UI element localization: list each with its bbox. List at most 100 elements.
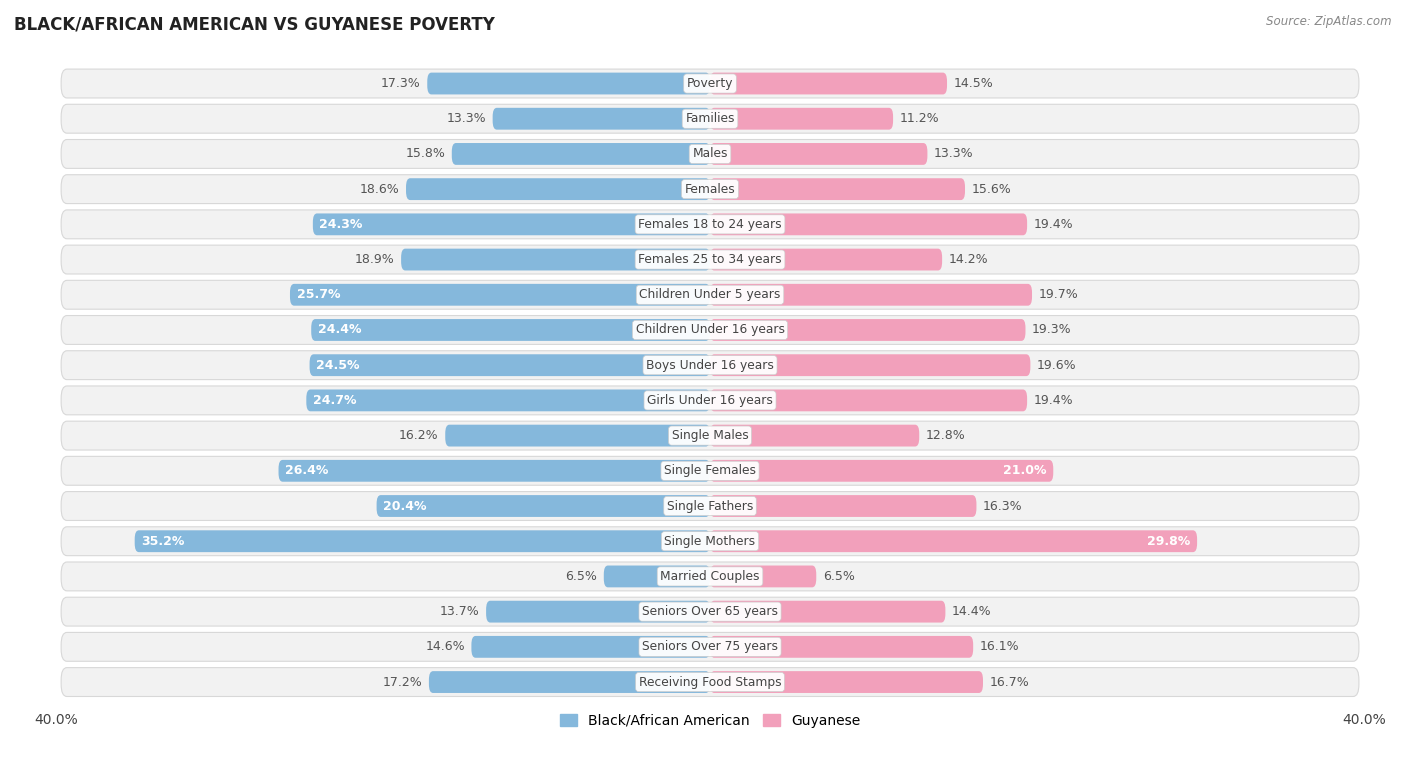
FancyBboxPatch shape bbox=[710, 108, 893, 130]
FancyBboxPatch shape bbox=[307, 390, 710, 412]
Text: 16.7%: 16.7% bbox=[990, 675, 1029, 688]
Text: 14.6%: 14.6% bbox=[425, 641, 465, 653]
Text: 14.2%: 14.2% bbox=[949, 253, 988, 266]
FancyBboxPatch shape bbox=[710, 319, 1025, 341]
FancyBboxPatch shape bbox=[710, 565, 817, 587]
FancyBboxPatch shape bbox=[710, 73, 948, 95]
FancyBboxPatch shape bbox=[60, 632, 1360, 661]
Text: 21.0%: 21.0% bbox=[1004, 465, 1046, 478]
Text: 25.7%: 25.7% bbox=[297, 288, 340, 301]
FancyBboxPatch shape bbox=[60, 245, 1360, 274]
Text: 12.8%: 12.8% bbox=[925, 429, 966, 442]
FancyBboxPatch shape bbox=[710, 636, 973, 658]
Text: Single Females: Single Females bbox=[664, 465, 756, 478]
FancyBboxPatch shape bbox=[427, 73, 710, 95]
FancyBboxPatch shape bbox=[710, 460, 1053, 482]
Text: Girls Under 16 years: Girls Under 16 years bbox=[647, 394, 773, 407]
FancyBboxPatch shape bbox=[710, 495, 976, 517]
FancyBboxPatch shape bbox=[60, 351, 1360, 380]
FancyBboxPatch shape bbox=[710, 354, 1031, 376]
Text: 16.1%: 16.1% bbox=[980, 641, 1019, 653]
FancyBboxPatch shape bbox=[710, 531, 1197, 552]
FancyBboxPatch shape bbox=[135, 531, 710, 552]
Text: 15.6%: 15.6% bbox=[972, 183, 1011, 196]
Text: 19.4%: 19.4% bbox=[1033, 218, 1073, 231]
FancyBboxPatch shape bbox=[314, 214, 710, 235]
FancyBboxPatch shape bbox=[710, 249, 942, 271]
FancyBboxPatch shape bbox=[311, 319, 710, 341]
Text: 35.2%: 35.2% bbox=[141, 534, 184, 548]
FancyBboxPatch shape bbox=[710, 143, 928, 164]
Text: Single Fathers: Single Fathers bbox=[666, 500, 754, 512]
FancyBboxPatch shape bbox=[710, 424, 920, 446]
FancyBboxPatch shape bbox=[486, 601, 710, 622]
Text: 19.4%: 19.4% bbox=[1033, 394, 1073, 407]
FancyBboxPatch shape bbox=[710, 178, 965, 200]
FancyBboxPatch shape bbox=[710, 283, 1032, 305]
FancyBboxPatch shape bbox=[60, 386, 1360, 415]
FancyBboxPatch shape bbox=[60, 280, 1360, 309]
Text: 26.4%: 26.4% bbox=[285, 465, 329, 478]
Text: 13.3%: 13.3% bbox=[447, 112, 486, 125]
Text: 19.6%: 19.6% bbox=[1038, 359, 1077, 371]
Text: Married Couples: Married Couples bbox=[661, 570, 759, 583]
FancyBboxPatch shape bbox=[492, 108, 710, 130]
FancyBboxPatch shape bbox=[429, 671, 710, 693]
FancyBboxPatch shape bbox=[60, 492, 1360, 521]
Text: Females: Females bbox=[685, 183, 735, 196]
FancyBboxPatch shape bbox=[603, 565, 710, 587]
FancyBboxPatch shape bbox=[60, 315, 1360, 344]
Text: Receiving Food Stamps: Receiving Food Stamps bbox=[638, 675, 782, 688]
FancyBboxPatch shape bbox=[471, 636, 710, 658]
Text: Seniors Over 75 years: Seniors Over 75 years bbox=[643, 641, 778, 653]
FancyBboxPatch shape bbox=[309, 354, 710, 376]
FancyBboxPatch shape bbox=[60, 421, 1360, 450]
Text: 16.3%: 16.3% bbox=[983, 500, 1022, 512]
FancyBboxPatch shape bbox=[401, 249, 710, 271]
Text: 17.2%: 17.2% bbox=[382, 675, 422, 688]
FancyBboxPatch shape bbox=[710, 214, 1028, 235]
FancyBboxPatch shape bbox=[710, 671, 983, 693]
Legend: Black/African American, Guyanese: Black/African American, Guyanese bbox=[554, 708, 866, 734]
Text: 11.2%: 11.2% bbox=[900, 112, 939, 125]
Text: Poverty: Poverty bbox=[686, 77, 734, 90]
Text: 14.5%: 14.5% bbox=[953, 77, 993, 90]
Text: Single Males: Single Males bbox=[672, 429, 748, 442]
FancyBboxPatch shape bbox=[60, 527, 1360, 556]
FancyBboxPatch shape bbox=[451, 143, 710, 164]
Text: 29.8%: 29.8% bbox=[1147, 534, 1191, 548]
FancyBboxPatch shape bbox=[278, 460, 710, 482]
FancyBboxPatch shape bbox=[446, 424, 710, 446]
FancyBboxPatch shape bbox=[60, 562, 1360, 591]
Text: Females 18 to 24 years: Females 18 to 24 years bbox=[638, 218, 782, 231]
Text: Children Under 16 years: Children Under 16 years bbox=[636, 324, 785, 337]
FancyBboxPatch shape bbox=[60, 597, 1360, 626]
FancyBboxPatch shape bbox=[710, 390, 1028, 412]
FancyBboxPatch shape bbox=[290, 283, 710, 305]
FancyBboxPatch shape bbox=[710, 601, 945, 622]
Text: 19.7%: 19.7% bbox=[1039, 288, 1078, 301]
Text: Seniors Over 65 years: Seniors Over 65 years bbox=[643, 605, 778, 618]
Text: 14.4%: 14.4% bbox=[952, 605, 991, 618]
Text: 24.7%: 24.7% bbox=[314, 394, 356, 407]
Text: 20.4%: 20.4% bbox=[382, 500, 426, 512]
FancyBboxPatch shape bbox=[406, 178, 710, 200]
FancyBboxPatch shape bbox=[60, 668, 1360, 697]
Text: BLACK/AFRICAN AMERICAN VS GUYANESE POVERTY: BLACK/AFRICAN AMERICAN VS GUYANESE POVER… bbox=[14, 15, 495, 33]
Text: 24.3%: 24.3% bbox=[319, 218, 363, 231]
Text: Families: Families bbox=[685, 112, 735, 125]
Text: Males: Males bbox=[692, 148, 728, 161]
Text: 6.5%: 6.5% bbox=[823, 570, 855, 583]
Text: Source: ZipAtlas.com: Source: ZipAtlas.com bbox=[1267, 15, 1392, 28]
Text: 18.9%: 18.9% bbox=[354, 253, 395, 266]
FancyBboxPatch shape bbox=[60, 174, 1360, 204]
Text: 18.6%: 18.6% bbox=[360, 183, 399, 196]
Text: 24.4%: 24.4% bbox=[318, 324, 361, 337]
FancyBboxPatch shape bbox=[60, 69, 1360, 98]
Text: Children Under 5 years: Children Under 5 years bbox=[640, 288, 780, 301]
FancyBboxPatch shape bbox=[60, 105, 1360, 133]
FancyBboxPatch shape bbox=[60, 210, 1360, 239]
Text: 17.3%: 17.3% bbox=[381, 77, 420, 90]
FancyBboxPatch shape bbox=[60, 456, 1360, 485]
Text: Single Mothers: Single Mothers bbox=[665, 534, 755, 548]
